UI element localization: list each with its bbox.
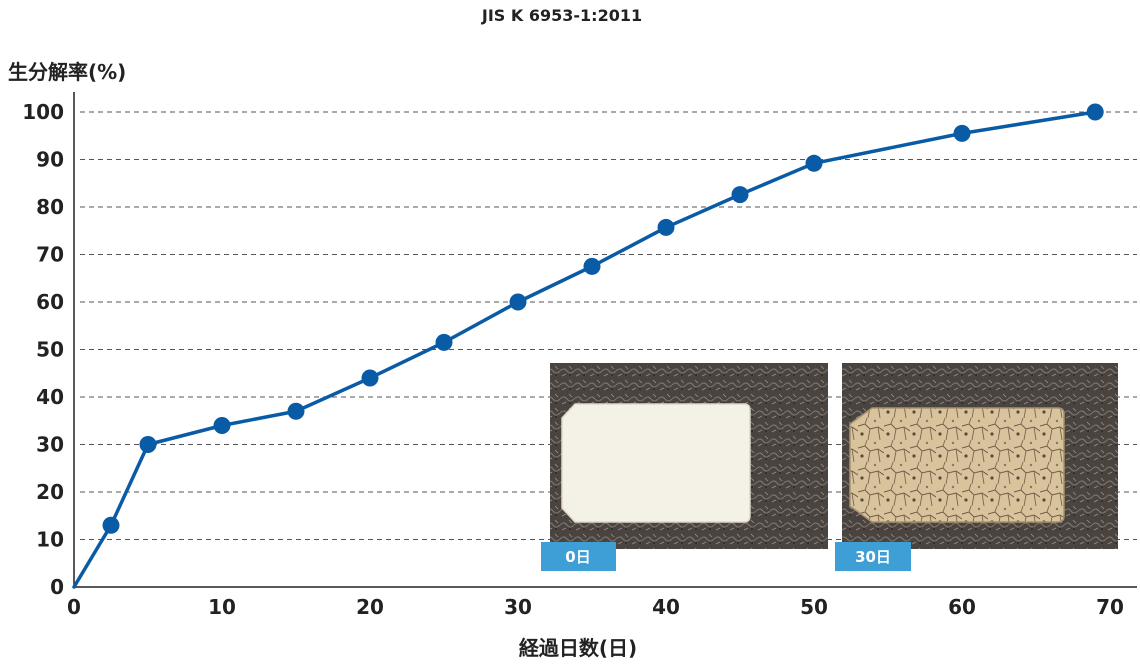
y-tick-label-40: 40 [36, 385, 64, 409]
y-tick-label-70: 70 [36, 243, 64, 267]
data-point-7 [509, 293, 527, 311]
data-point-3 [213, 417, 231, 434]
data-point-12 [953, 124, 971, 142]
data-point-10 [731, 186, 749, 204]
data-point-2 [139, 436, 157, 453]
y-tick-label-10: 10 [36, 528, 64, 552]
data-point-11 [805, 154, 823, 172]
x-tick-label-30: 30 [504, 595, 532, 619]
y-axis-label: 生分解率(%) [8, 60, 126, 84]
x-tick-label-10: 10 [208, 595, 236, 619]
x-tick-label-60: 60 [948, 595, 976, 619]
photo-day-30-label: 30日 [855, 548, 891, 566]
data-point-8 [583, 257, 601, 275]
x-tick-label-50: 50 [800, 595, 828, 619]
photo-day-30-label-bg [835, 542, 911, 571]
y-tick-label-30: 30 [36, 433, 64, 457]
chart-title: JIS K 6953-1:2011 [481, 6, 642, 25]
photo-day-0-label-bg [541, 542, 616, 571]
x-tick-label-20: 20 [356, 595, 384, 619]
photo-day-0-sample [561, 403, 751, 523]
data-point-13 [1086, 103, 1104, 121]
x-tick-label-40: 40 [652, 595, 680, 619]
y-tick-label-100: 100 [22, 100, 64, 124]
y-tick-label-60: 60 [36, 290, 64, 314]
series-line-0 [72, 110, 1097, 589]
x-tick-labels: 0 10 20 30 40 50 60 70 [67, 595, 1124, 619]
data-point-9 [657, 218, 675, 236]
series-layer [72, 103, 1104, 589]
photo-day-30: 30日 [835, 363, 1118, 571]
axes-layer [73, 92, 1137, 588]
y-tick-label-90: 90 [36, 148, 64, 172]
data-point-6 [435, 333, 453, 351]
data-point-5 [361, 369, 379, 387]
y-tick-labels: 0 10 20 30 40 50 60 70 80 90 100 [22, 100, 64, 599]
y-tick-label-80: 80 [36, 195, 64, 219]
y-tick-label-0: 0 [50, 575, 64, 599]
photo-day-30-sample [849, 407, 1065, 523]
y-tick-label-20: 20 [36, 480, 64, 504]
data-point-4 [287, 402, 305, 420]
photo-day-0: 0日 [541, 363, 828, 571]
x-axis-label: 経過日数(日) [519, 636, 637, 660]
y-tick-label-50: 50 [36, 338, 64, 362]
data-point-1 [102, 516, 120, 534]
photo-day-0-label: 0日 [565, 548, 590, 566]
x-tick-label-70: 70 [1096, 595, 1124, 619]
x-tick-label-0: 0 [67, 595, 81, 619]
